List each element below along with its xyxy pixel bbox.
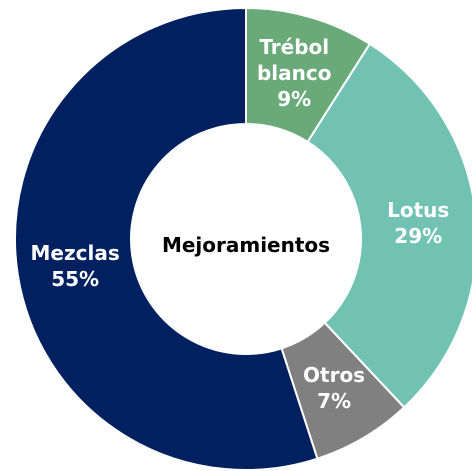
slice xyxy=(14,6,319,471)
slice-value: 55% xyxy=(51,267,100,292)
slice-value: 7% xyxy=(317,388,352,413)
slice-label: Otros 7% xyxy=(276,362,392,414)
slice-value: 29% xyxy=(394,223,443,248)
slice-label: Trébol blanco 9% xyxy=(236,34,352,112)
slice-label: Lotus 29% xyxy=(360,197,472,249)
slice xyxy=(306,42,472,409)
slice-name: Trébol blanco xyxy=(256,34,332,85)
slice-value: 9% xyxy=(277,86,312,111)
slice-label: Mezclas 55% xyxy=(17,240,133,292)
slice-name: Mezclas xyxy=(30,241,120,266)
slice-name: Otros xyxy=(303,362,366,387)
slice-name: Lotus xyxy=(387,197,450,222)
center-label: Mejoramientos xyxy=(161,233,331,257)
